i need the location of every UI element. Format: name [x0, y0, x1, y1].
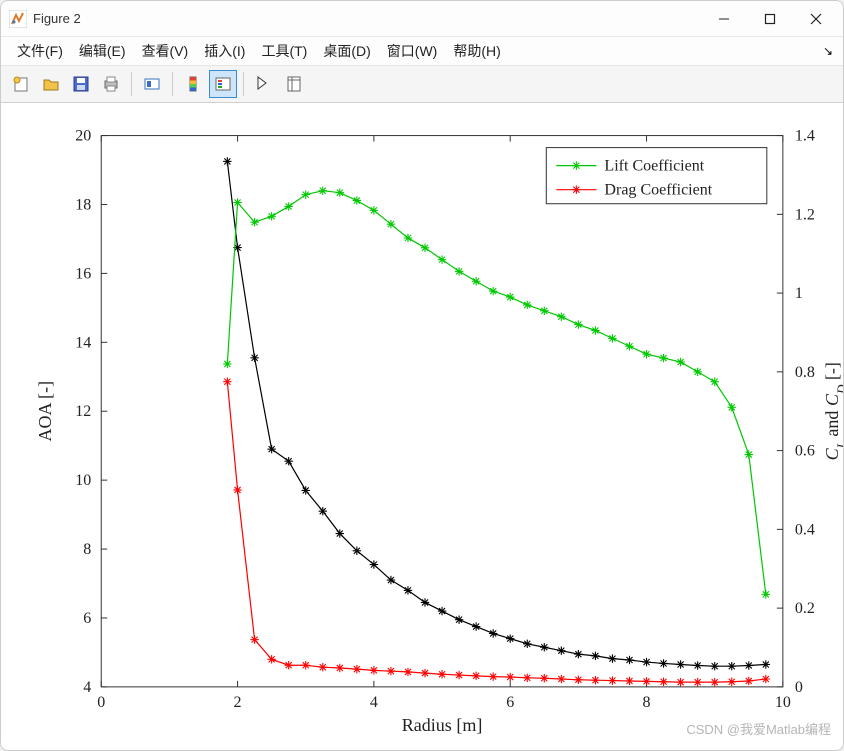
print-button[interactable]: [97, 70, 125, 98]
svg-text:6: 6: [83, 610, 91, 627]
svg-text:6: 6: [506, 694, 514, 711]
insert-legend-button[interactable]: [209, 70, 237, 98]
svg-text:0.6: 0.6: [795, 443, 815, 460]
figure-canvas[interactable]: 0 2 4 6 8 10 4 6 8 10 12 14 16 18 20 0 0.2 0.4 0.6 0.8 1 1.2 1…: [1, 103, 843, 750]
toolbar: [1, 66, 843, 103]
svg-text:0.8: 0.8: [795, 364, 815, 381]
svg-text:Radius [m]: Radius [m]: [402, 715, 483, 735]
svg-text:Drag Coefficient: Drag Coefficient: [604, 182, 712, 199]
edit-plot-button[interactable]: [250, 70, 278, 98]
toolbar-separator: [243, 72, 244, 96]
window-title: Figure 2: [33, 11, 701, 26]
svg-text:0: 0: [97, 694, 105, 711]
series-aoa: [223, 158, 770, 671]
svg-text:4: 4: [370, 694, 378, 711]
svg-text:16: 16: [75, 266, 91, 283]
svg-text:18: 18: [75, 197, 91, 214]
menu-insert[interactable]: 插入(I): [196, 37, 253, 65]
svg-text:Lift Coefficient: Lift Coefficient: [604, 158, 704, 175]
link-axes-button[interactable]: [138, 70, 166, 98]
series-lift-coefficient: [223, 187, 770, 599]
svg-text:CL and CD [-]: CL and CD [-]: [822, 363, 843, 461]
axes: 0 2 4 6 8 10 4 6 8 10 12 14 16 18 20 0 0.2 0.4 0.6 0.8 1 1.2 1…: [1, 103, 843, 750]
svg-text:8: 8: [83, 542, 91, 559]
svg-text:10: 10: [75, 473, 91, 490]
svg-text:0: 0: [795, 679, 803, 696]
svg-text:AOA [-]: AOA [-]: [35, 381, 55, 442]
matlab-icon: [9, 10, 27, 28]
svg-text:4: 4: [83, 679, 91, 696]
menu-edit[interactable]: 编辑(E): [71, 37, 134, 65]
property-inspector-button[interactable]: [280, 70, 308, 98]
svg-text:20: 20: [75, 128, 91, 145]
maximize-button[interactable]: [747, 1, 793, 37]
svg-text:0.2: 0.2: [795, 601, 815, 618]
svg-text:0.4: 0.4: [795, 522, 815, 539]
series-drag-coefficient: [223, 378, 770, 687]
svg-text:10: 10: [775, 694, 791, 711]
svg-text:1: 1: [795, 286, 803, 303]
menu-overflow-icon[interactable]: ↘: [823, 44, 833, 58]
insert-colorbar-button[interactable]: [179, 70, 207, 98]
menu-view[interactable]: 查看(V): [134, 37, 197, 65]
svg-text:12: 12: [75, 404, 91, 421]
close-button[interactable]: [793, 1, 839, 37]
menu-file[interactable]: 文件(F): [9, 37, 71, 65]
svg-text:14: 14: [75, 335, 91, 352]
svg-text:8: 8: [643, 694, 651, 711]
menubar: 文件(F) 编辑(E) 查看(V) 插入(I) 工具(T) 桌面(D) 窗口(W…: [1, 37, 843, 66]
svg-text:2: 2: [234, 694, 242, 711]
menu-tools[interactable]: 工具(T): [253, 37, 315, 65]
svg-text:1.2: 1.2: [795, 207, 815, 224]
menu-window[interactable]: 窗口(W): [379, 37, 446, 65]
svg-text:1.4: 1.4: [795, 128, 815, 145]
save-button[interactable]: [67, 70, 95, 98]
menu-desktop[interactable]: 桌面(D): [315, 37, 378, 65]
figure-window: Figure 2 文件(F) 编辑(E) 查看(V) 插入(I) 工具(T) 桌…: [0, 0, 844, 751]
menu-help[interactable]: 帮助(H): [445, 37, 508, 65]
titlebar: Figure 2: [1, 1, 843, 37]
minimize-button[interactable]: [701, 1, 747, 37]
toolbar-separator: [131, 72, 132, 96]
new-figure-button[interactable]: [7, 70, 35, 98]
open-button[interactable]: [37, 70, 65, 98]
toolbar-separator: [172, 72, 173, 96]
legend: Lift Coefficient Drag Coefficient: [546, 148, 767, 204]
